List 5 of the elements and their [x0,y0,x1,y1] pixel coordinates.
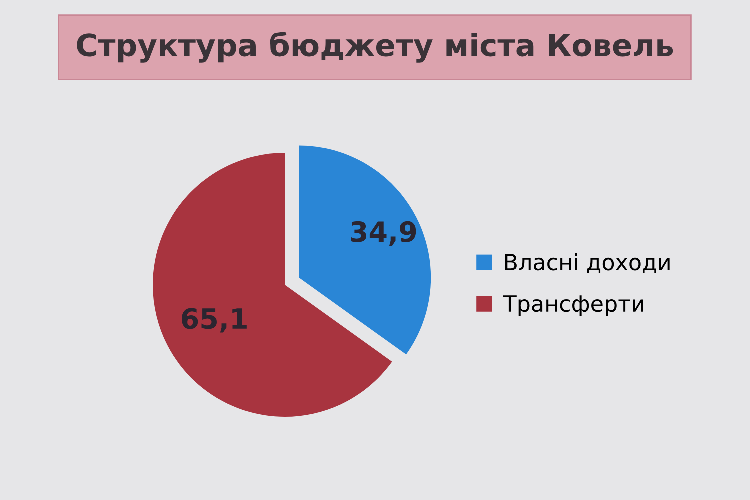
legend-label: Трансферти [503,296,644,317]
chart-title: Структура бюджету міста Ковель [77,32,674,63]
data-label: 65,1 [182,308,247,333]
legend-label: Власні доходи [505,253,670,274]
data-label: 34,9 [351,221,416,246]
